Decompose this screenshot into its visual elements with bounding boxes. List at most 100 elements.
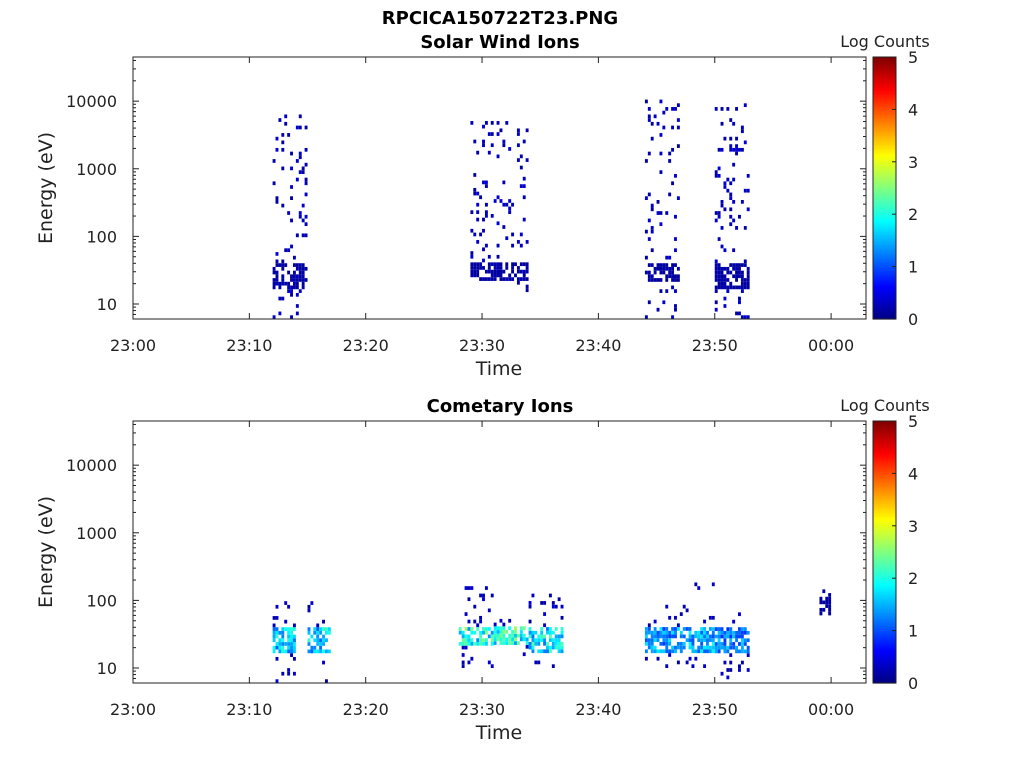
- spectrogram-cell: [522, 273, 526, 278]
- colorbar-segment: [873, 554, 896, 557]
- spectrogram-cell: [502, 180, 506, 185]
- colorbar-tick-label: 1: [908, 622, 918, 641]
- colorbar-segment: [873, 669, 896, 673]
- spectrogram-cell: [295, 266, 299, 271]
- spectrogram-cell: [726, 270, 730, 275]
- spectrogram-cell: [540, 638, 544, 642]
- spectrogram-cell: [548, 638, 552, 642]
- spectrogram-cell: [738, 266, 741, 271]
- spectrogram-cell: [551, 645, 555, 650]
- spectrogram-cell: [668, 274, 672, 279]
- spectrogram-cell: [482, 124, 485, 129]
- spectrogram-cell: [738, 300, 741, 305]
- y-tick-label: 1000: [76, 524, 117, 543]
- colorbar-segment: [873, 567, 896, 571]
- colorbar-segment: [873, 153, 896, 156]
- colorbar-segment: [873, 632, 896, 636]
- spectrogram-cell: [551, 630, 555, 635]
- spectrogram-cell: [662, 300, 666, 305]
- colorbar-segment: [873, 288, 896, 292]
- spectrogram-cell: [493, 269, 497, 274]
- spectrogram-cell: [508, 210, 512, 215]
- colorbar-segment: [873, 604, 896, 608]
- spectrogram-cell: [470, 627, 474, 631]
- spectrogram-cell: [502, 641, 506, 645]
- spectrogram-cell: [729, 653, 733, 657]
- spectrogram-cell: [560, 634, 564, 639]
- spectrogram-cell: [659, 99, 663, 104]
- spectrogram-cell: [656, 634, 660, 639]
- colorbar-segment: [873, 260, 896, 263]
- spectrogram-cell: [746, 315, 750, 319]
- spectrogram-cell: [735, 634, 739, 639]
- spectrogram-cell: [723, 248, 727, 253]
- spectrogram-cell: [487, 627, 491, 631]
- spectrogram-cell: [662, 125, 666, 130]
- spectrogram-cell: [493, 633, 497, 638]
- spectrogram-cell: [746, 278, 750, 282]
- spectrogram-cell: [659, 634, 663, 639]
- spectrogram-cell: [292, 656, 296, 661]
- colorbar-segment: [873, 621, 896, 625]
- spectrogram-cell: [473, 604, 477, 609]
- spectrogram-cell: [519, 184, 523, 188]
- colorbar-tick-label: 3: [908, 153, 918, 172]
- spectrogram-cell: [464, 645, 468, 650]
- spectrogram-cell: [720, 281, 724, 286]
- spectrogram-cell: [554, 641, 558, 646]
- spectrogram-cell: [479, 615, 483, 620]
- spectrogram-cell: [511, 637, 515, 642]
- colorbar-segment: [873, 122, 896, 126]
- spectrogram-cell: [732, 218, 736, 223]
- spectrogram-cell: [644, 159, 648, 163]
- spectrogram-cell: [740, 638, 744, 643]
- colorbar-segment: [873, 192, 896, 196]
- spectrogram-cell: [502, 637, 506, 642]
- spectrogram-cell: [674, 107, 677, 111]
- spectrogram-cell: [508, 637, 512, 642]
- colorbar-segment: [873, 139, 896, 143]
- spectrogram-cell: [694, 630, 698, 635]
- colorbar-segment: [873, 482, 896, 485]
- spectrogram-cell: [738, 274, 741, 279]
- spectrogram-cell: [508, 618, 512, 623]
- spectrogram-cell: [653, 619, 657, 624]
- spectrogram-cell: [482, 266, 485, 270]
- spectrogram-cell: [714, 266, 718, 271]
- spectrogram-cell: [560, 615, 564, 620]
- spectrogram-cell: [298, 170, 302, 174]
- spectrogram-cell: [534, 641, 538, 646]
- spectrogram-cell: [519, 154, 523, 159]
- spectrogram-cell: [732, 177, 736, 182]
- spectrogram-cell: [714, 278, 718, 282]
- spectrogram-cell: [473, 273, 477, 278]
- spectrogram-cell: [476, 217, 480, 222]
- colorbar-segment: [873, 453, 896, 457]
- spectrogram-cell: [287, 649, 291, 654]
- colorbar-segment: [873, 312, 896, 316]
- spectrogram-cell: [668, 151, 672, 156]
- spectrogram-cell: [697, 630, 701, 635]
- spectrogram-cell: [685, 627, 689, 631]
- colorbar-segment: [873, 519, 896, 523]
- spectrogram-cell: [502, 225, 506, 229]
- spectrogram-cell: [479, 195, 483, 200]
- spectrogram-cell: [674, 627, 677, 631]
- spectrogram-cell: [540, 634, 544, 639]
- spectrogram-cell: [647, 151, 651, 156]
- spectrogram-cell: [493, 262, 497, 267]
- spectrogram-cell: [714, 170, 718, 174]
- colorbar-segment: [873, 61, 896, 65]
- spectrogram-cell: [284, 601, 288, 605]
- colorbar-segment: [873, 558, 896, 562]
- spectrogram-cell: [735, 645, 739, 650]
- spectrogram-cell: [470, 641, 474, 646]
- spectrogram-cell: [674, 645, 677, 650]
- colorbar-segment: [873, 508, 896, 512]
- spectrogram-cell: [697, 645, 701, 650]
- spectrogram-cell: [694, 582, 698, 587]
- spectrogram-cell: [292, 274, 296, 279]
- spectrogram-cell: [272, 638, 276, 643]
- colorbar-frame: [872, 420, 897, 684]
- spectrogram-cell: [275, 616, 279, 620]
